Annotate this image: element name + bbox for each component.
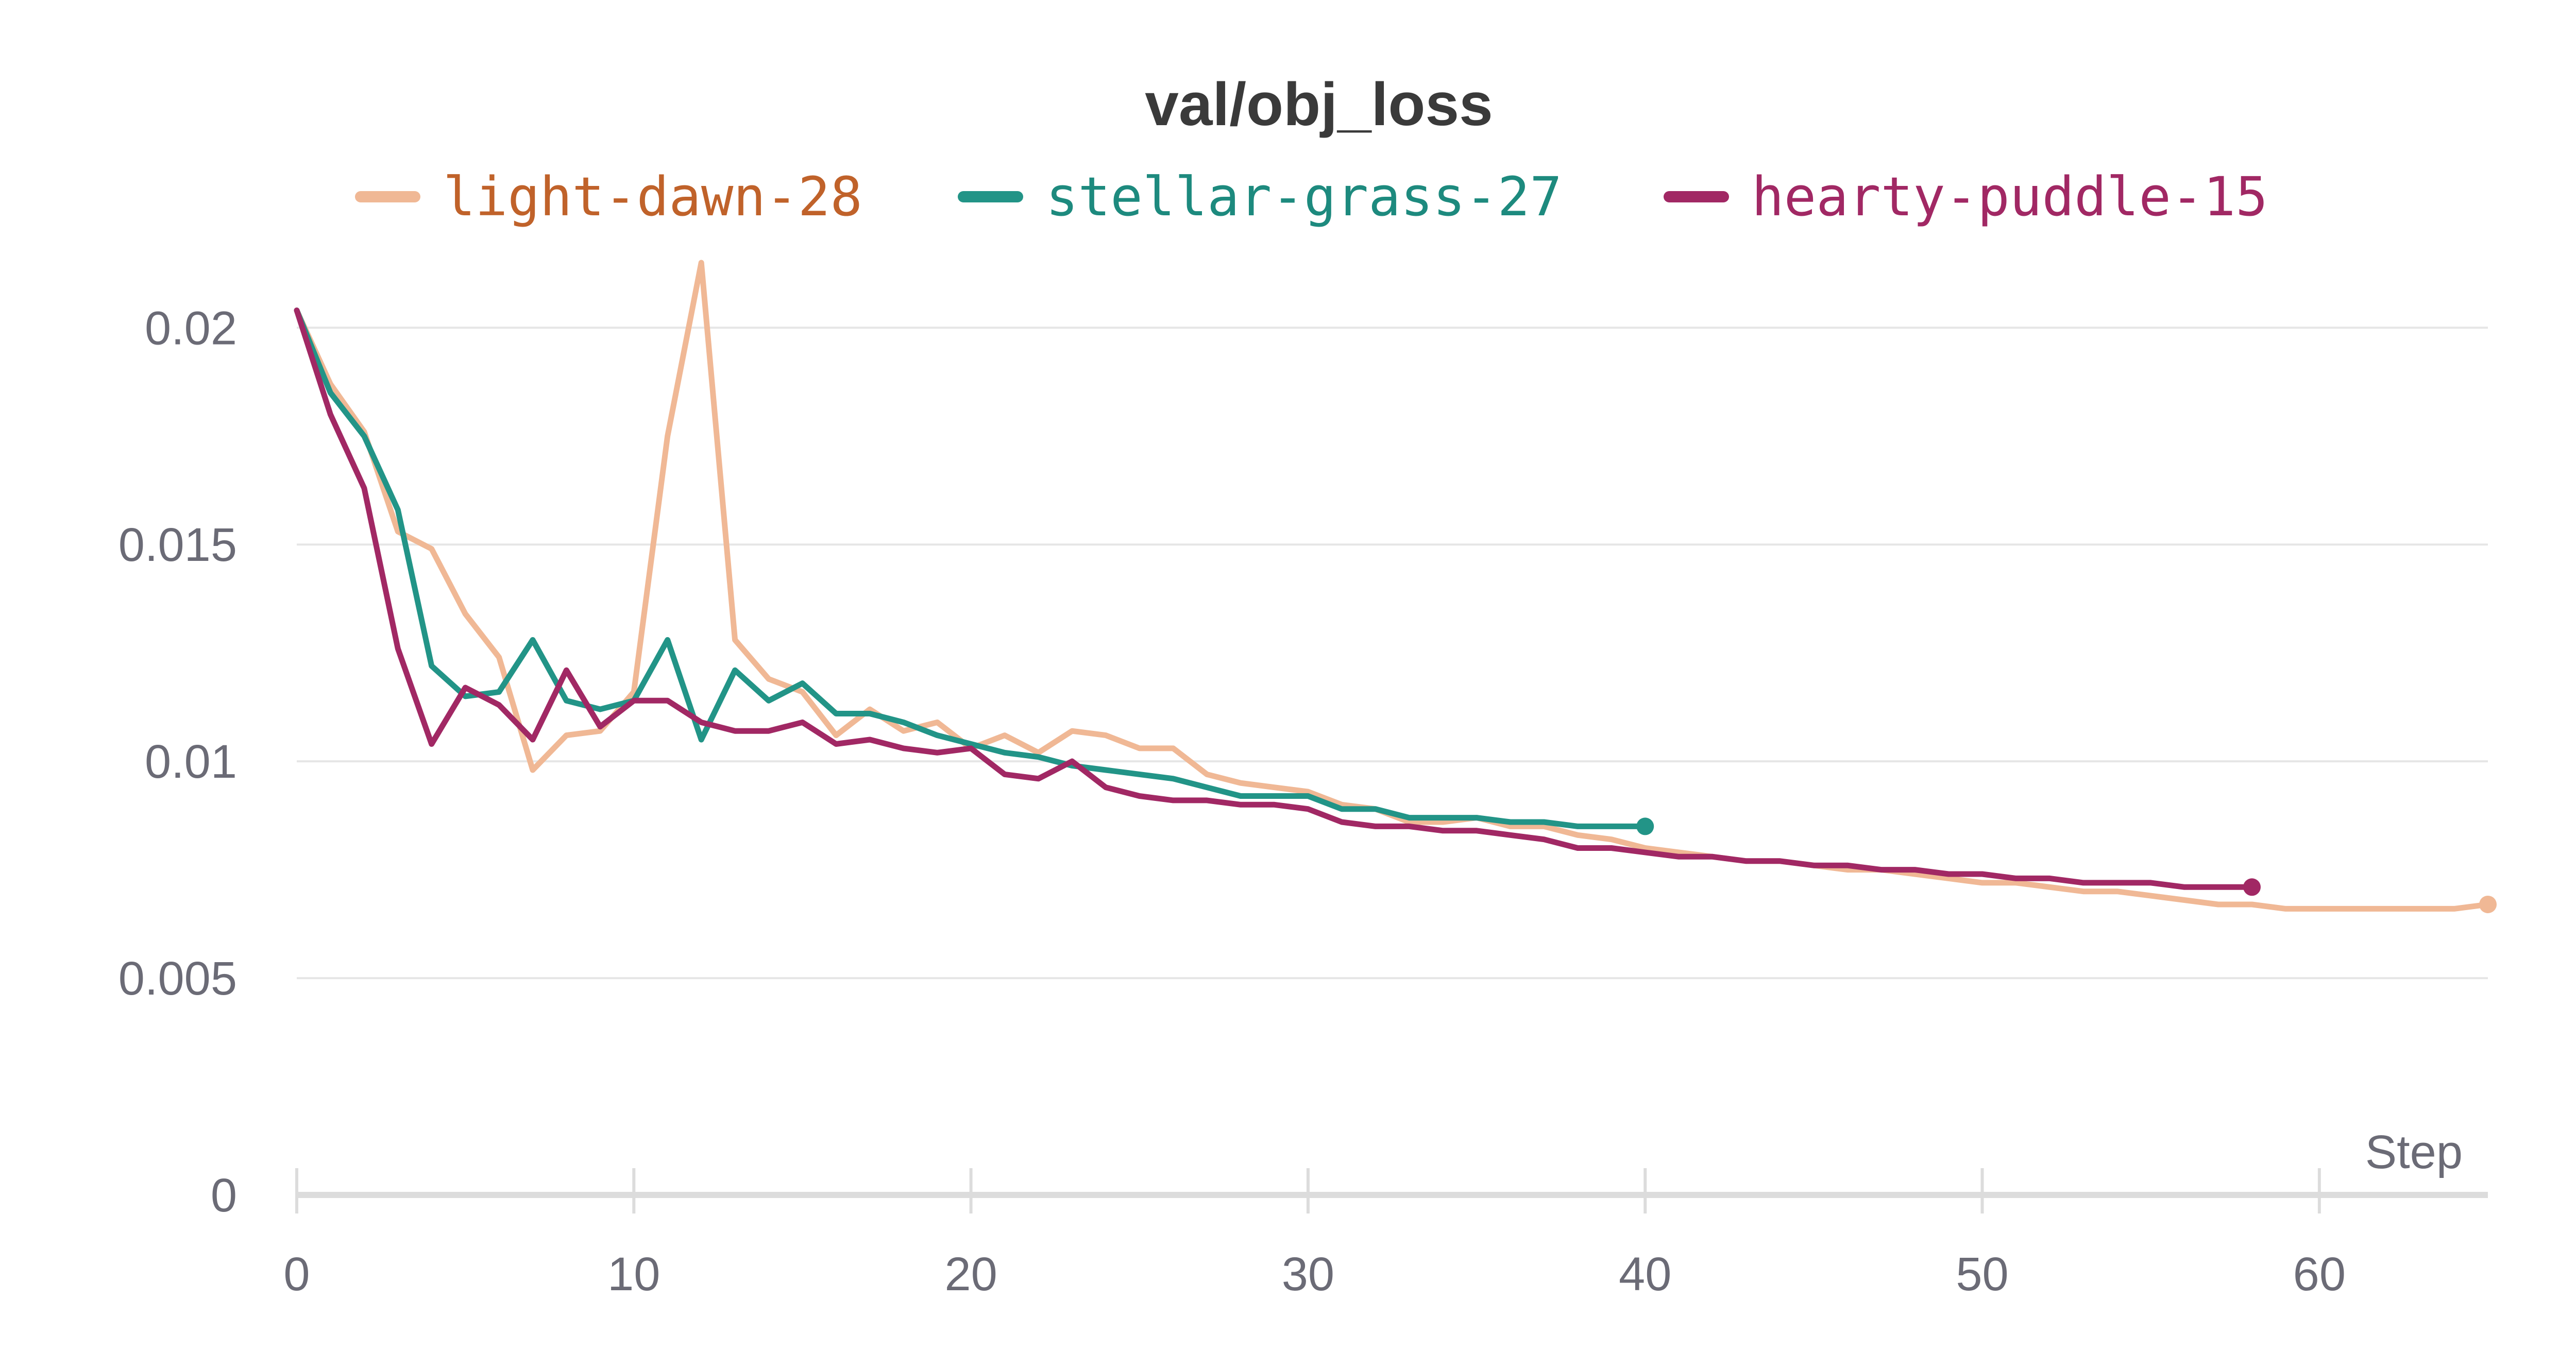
- series-end-point: [2479, 895, 2497, 913]
- y-axis-ticks: 0 0.005 0.01 0.015 0.02: [118, 302, 237, 1222]
- legend-label: light-dawn-28: [443, 165, 862, 228]
- series-layer: [294, 260, 2497, 913]
- series-end-point: [1636, 817, 1654, 835]
- x-axis-title: Step: [2365, 1126, 2463, 1178]
- x-tick-label: 50: [1956, 1248, 2008, 1301]
- x-tick-label: 60: [2293, 1248, 2346, 1301]
- series-end-point: [2243, 878, 2261, 896]
- legend-label: stellar-grass-27: [1046, 165, 1562, 228]
- x-tick-label: 40: [1619, 1248, 1671, 1301]
- grid-lines: [297, 327, 2488, 980]
- y-tick-label: 0: [211, 1169, 237, 1222]
- legend-label: hearty-puddle-15: [1752, 165, 2268, 228]
- x-tick-label: 30: [1282, 1248, 1334, 1301]
- y-tick-label: 0.02: [145, 302, 237, 354]
- series-line: [294, 307, 2255, 890]
- x-axis: 0 10 20 30 40 50 60: [283, 1168, 2488, 1301]
- x-tick-label: 0: [283, 1248, 310, 1301]
- y-tick-label: 0.01: [145, 736, 237, 788]
- y-tick-label: 0.005: [118, 952, 237, 1005]
- x-tick-label: 10: [607, 1248, 660, 1301]
- y-tick-label: 0.015: [118, 519, 237, 571]
- series-line: [294, 307, 1648, 829]
- legend: light-dawn-28 stellar-grass-27 hearty-pudd…: [355, 165, 2268, 228]
- chart-title: val/obj_loss: [1145, 71, 1493, 139]
- x-tick-label: 20: [944, 1248, 997, 1301]
